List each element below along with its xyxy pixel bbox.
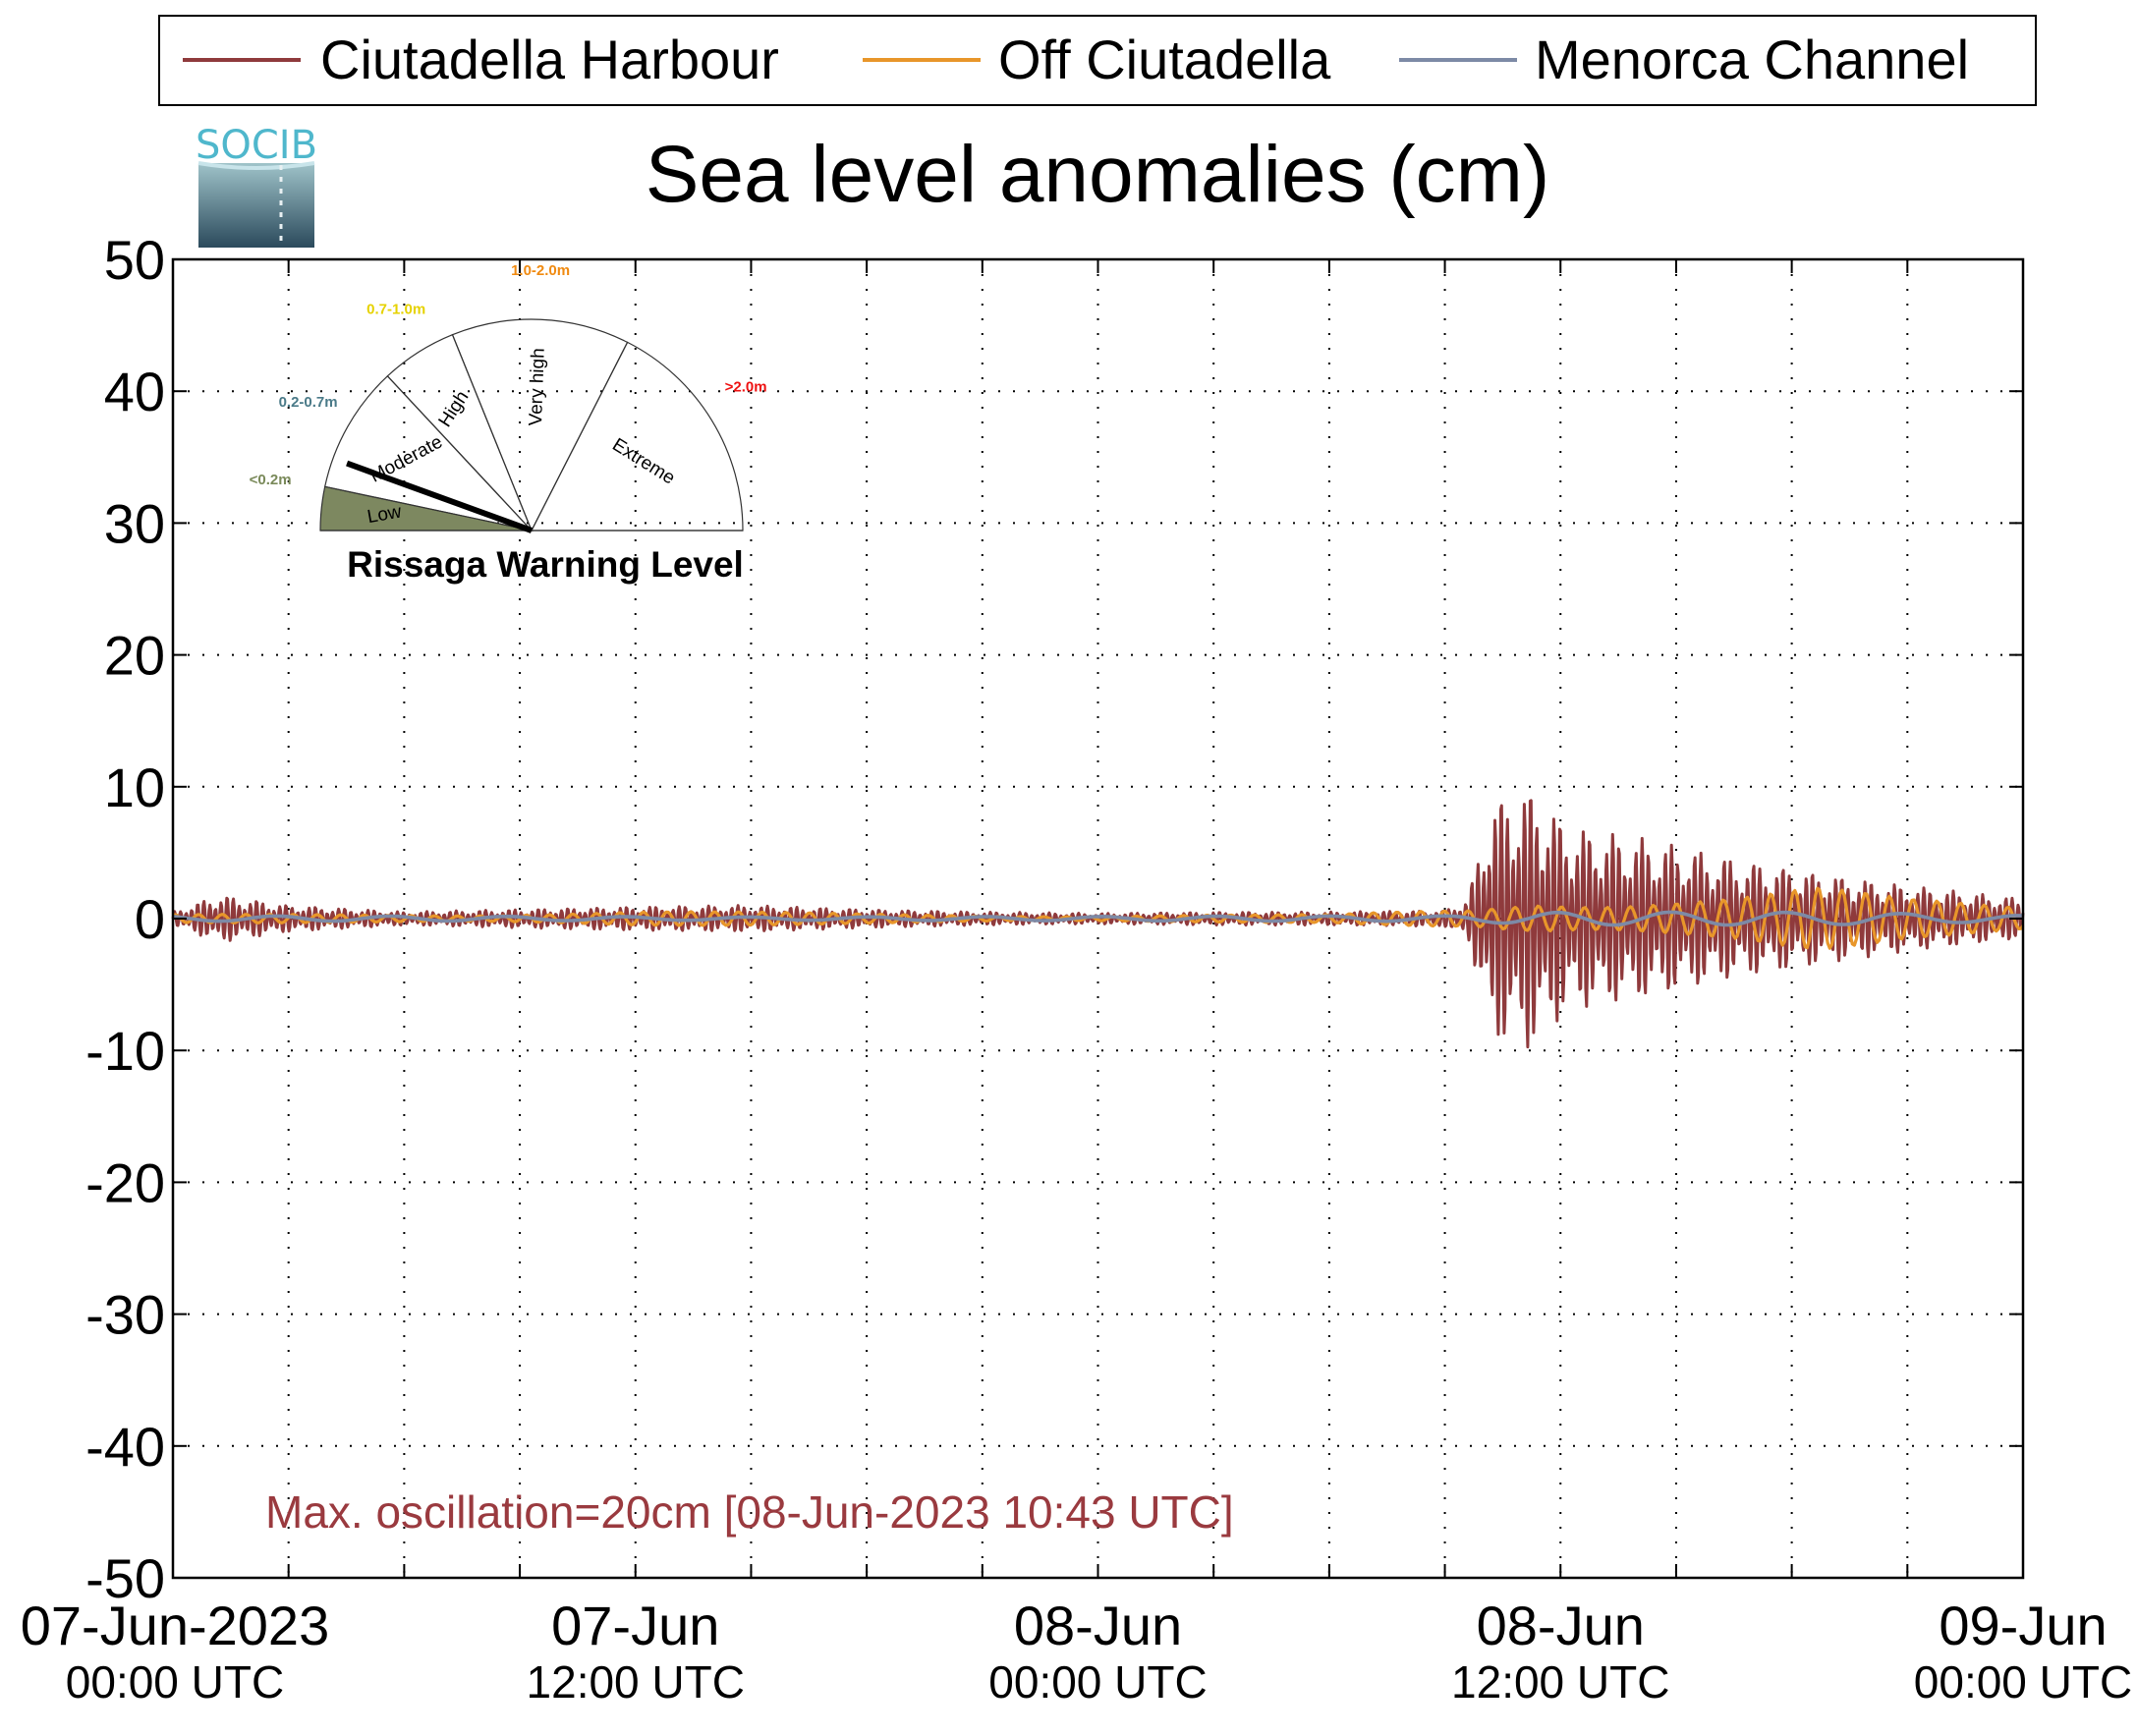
gauge-range-label: 0.7-1.0m — [366, 302, 425, 318]
y-tick-label: 50 — [104, 229, 165, 291]
gauge-segment-label: Extreme — [608, 434, 678, 488]
legend-label-off-ciutadella: Off Ciutadella — [998, 28, 1331, 90]
gauge-needle — [346, 460, 534, 533]
y-tick-label: 20 — [104, 625, 165, 687]
max-oscillation-annotation: Max. oscillation=20cm [08-Jun-2023 10:43… — [265, 1486, 1234, 1538]
x-tick-label-date: 09-Jun — [1939, 1595, 2107, 1656]
gauge-segment-moderate — [323, 374, 534, 532]
gauge-segment-high — [386, 333, 533, 532]
x-tick-label-time: 12:00 UTC — [527, 1656, 745, 1708]
x-tick-label-time: 12:00 UTC — [1451, 1656, 1669, 1708]
socib-logo: SOCIB — [196, 123, 317, 248]
x-tick-label-date: 08-Jun — [1014, 1595, 1182, 1656]
gauge-segment-label: Very high — [526, 348, 549, 426]
x-tick-label-time: 00:00 UTC — [1914, 1656, 2132, 1708]
x-tick-label-date: 08-Jun — [1477, 1595, 1645, 1656]
legend-box — [158, 15, 2037, 106]
y-tick-label: -20 — [85, 1151, 165, 1213]
legend: Ciutadella Harbour Off Ciutadella Menorc… — [158, 15, 2037, 106]
x-tick-label-time: 00:00 UTC — [988, 1656, 1207, 1708]
y-tick-label: -50 — [85, 1547, 165, 1609]
series-line-off-ciutadella — [172, 886, 2025, 950]
y-tick-label: -40 — [85, 1416, 165, 1478]
legend-label-menorca-channel: Menorca Channel — [1535, 28, 1969, 90]
legend-label-ciutadella-harbour: Ciutadella Harbour — [320, 28, 779, 90]
axis-ticks — [173, 258, 2023, 1579]
gauge-segment-label: Moderate — [366, 431, 446, 486]
y-tick-label: 0 — [135, 888, 165, 950]
y-tick-label: -10 — [85, 1020, 165, 1082]
y-tick-label: -30 — [85, 1284, 165, 1346]
y-tick-label: 40 — [104, 361, 165, 422]
x-tick-label-time: 00:00 UTC — [66, 1656, 284, 1708]
gauge-segment-extreme — [531, 341, 744, 532]
logo-text: SOCIB — [196, 123, 317, 168]
gauge-range-label: 1.0-2.0m — [511, 262, 570, 279]
gauge-segment-very-high — [451, 318, 629, 532]
series-line-menorca-channel — [172, 910, 2023, 927]
rissaga-gauge: Rissaga Warning Level Low<0.2m Moderate0.… — [250, 262, 767, 585]
gauge-range-label: <0.2m — [250, 472, 292, 488]
y-axis-labels: 50 40 30 20 10 0 -10 -20 -30 -40 -50 — [85, 229, 165, 1609]
y-tick-label: 10 — [104, 756, 165, 818]
series-lines — [171, 799, 2025, 1049]
gauge-title: Rissaga Warning Level — [347, 544, 744, 585]
x-tick-label-date: 07-Jun-2023 — [21, 1595, 329, 1656]
gauge-range-label: 0.2-0.7m — [279, 394, 338, 411]
gauge-range-label: >2.0m — [725, 378, 767, 395]
y-tick-label: 30 — [104, 492, 165, 554]
x-tick-label-date: 07-Jun — [551, 1595, 719, 1656]
gauge-segment-label: High — [435, 387, 474, 430]
chart-title: Sea level anomalies (cm) — [646, 130, 1550, 219]
